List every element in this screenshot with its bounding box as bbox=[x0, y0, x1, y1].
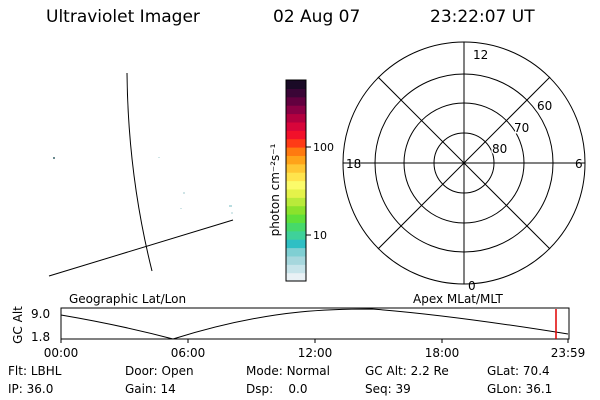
apex-panel-label: Apex MLat/MLT bbox=[413, 292, 503, 306]
geographic-latitude-line bbox=[48, 219, 234, 277]
colorbar-cell bbox=[286, 155, 306, 165]
instrument-title: Ultraviolet Imager bbox=[46, 7, 200, 27]
filter-value: LBHL bbox=[30, 364, 62, 378]
image-speck bbox=[229, 205, 232, 207]
gcalt-value: 2.2 Re bbox=[410, 364, 449, 378]
colorbar-cell bbox=[286, 138, 306, 148]
colorbar-cell bbox=[286, 80, 306, 89]
observation-time: 23:22:07 UT bbox=[430, 7, 535, 27]
colorbar-cell bbox=[286, 230, 306, 240]
glat-value: 70.4 bbox=[522, 364, 550, 378]
filter-info: Flt: LBHL bbox=[8, 364, 61, 378]
colorbar-cell bbox=[286, 264, 306, 274]
colorbar-cell bbox=[286, 239, 306, 249]
mode-label: Mode: bbox=[246, 364, 283, 378]
colorbar-cell bbox=[286, 214, 306, 223]
colorbar-cell bbox=[286, 247, 306, 257]
lat-label-60: 60 bbox=[537, 99, 552, 113]
geographic-panel-label: Geographic Lat/Lon bbox=[69, 292, 187, 306]
door-info: Door: Open bbox=[125, 364, 194, 378]
glon-info: GLon: 36.1 bbox=[487, 382, 552, 396]
colorbar-tick-label-10: 10 bbox=[313, 229, 327, 242]
altitude-curve bbox=[60, 308, 569, 340]
glon-label: GLon: bbox=[487, 382, 522, 396]
image-speck bbox=[158, 157, 160, 158]
ip-label: IP: bbox=[8, 382, 23, 396]
lat-label-80: 80 bbox=[492, 142, 507, 156]
timeline-ymin: 1.8 bbox=[31, 330, 50, 344]
colorbar-cell bbox=[286, 172, 306, 182]
gcalt-info: GC Alt: 2.2 Re bbox=[365, 364, 449, 378]
lat-label-60: 60 bbox=[537, 99, 552, 113]
colorbar-cell bbox=[286, 121, 306, 131]
image-speck bbox=[53, 157, 55, 159]
colorbar-cell bbox=[286, 88, 306, 98]
colorbar-cells bbox=[286, 80, 306, 282]
mlt-label-top: 12 bbox=[473, 48, 488, 62]
geographic-longitude-line bbox=[126, 72, 153, 272]
timeline-ymax: 9.0 bbox=[31, 307, 50, 321]
observation-date: 02 Aug 07 bbox=[273, 7, 361, 27]
door-value: Open bbox=[161, 364, 194, 378]
image-speck bbox=[183, 192, 185, 194]
colorbar-cell bbox=[286, 272, 306, 282]
colorbar-frame bbox=[285, 79, 307, 282]
glat-label: GLat: bbox=[487, 364, 520, 378]
mlt-label-top: 12 bbox=[473, 48, 488, 62]
gain-label: Gain: bbox=[125, 382, 157, 396]
seq-label: Seq: bbox=[365, 382, 392, 396]
colorbar-cell bbox=[286, 96, 306, 106]
mlt-label-right: 6 bbox=[575, 157, 583, 171]
colorbar-cell bbox=[286, 222, 306, 232]
timeline-frame bbox=[60, 307, 570, 340]
dsp-info: Dsp: 0.0 bbox=[246, 382, 308, 396]
colorbar-cell bbox=[286, 188, 306, 198]
x-tick-label: 12:00 bbox=[298, 346, 333, 360]
seq-info: Seq: 39 bbox=[365, 382, 411, 396]
colorbar-cell bbox=[286, 105, 306, 115]
colorbar-tick-label-100: 100 bbox=[313, 141, 334, 154]
image-speck bbox=[231, 212, 233, 214]
dsp-value: 0.0 bbox=[288, 382, 308, 396]
mode-info: Mode: Normal bbox=[246, 364, 330, 378]
lat-label-70: 70 bbox=[514, 121, 529, 135]
colorbar-cell bbox=[286, 205, 306, 215]
polar-diagonal bbox=[377, 76, 551, 250]
x-tick-label: 18:00 bbox=[425, 346, 460, 360]
colorbar-cell bbox=[286, 113, 306, 123]
colorbar-unit-label: photon cm⁻²s⁻¹ bbox=[268, 143, 282, 236]
x-tick-label: 23:59 bbox=[551, 346, 586, 360]
filter-label: Flt: bbox=[8, 364, 27, 378]
colorbar-cell bbox=[286, 147, 306, 156]
gain-value: 14 bbox=[160, 382, 176, 396]
glat-info: GLat: 70.4 bbox=[487, 364, 550, 378]
ip-info: IP: 36.0 bbox=[8, 382, 53, 396]
image-speck bbox=[180, 208, 182, 209]
seq-value: 39 bbox=[395, 382, 411, 396]
lat-label-70: 70 bbox=[514, 121, 529, 135]
colorbar-cell bbox=[286, 197, 306, 207]
x-tick-label: 00:00 bbox=[44, 346, 79, 360]
colorbar-cell bbox=[286, 255, 306, 265]
glon-value: 36.1 bbox=[525, 382, 553, 396]
gcalt-label: GC Alt: bbox=[365, 364, 407, 378]
mlt-label-left: 18 bbox=[346, 157, 361, 171]
mlt-label-bottom: 0 bbox=[468, 279, 476, 293]
ip-value: 36.0 bbox=[26, 382, 54, 396]
gain-info: Gain: 14 bbox=[125, 382, 176, 396]
lat-label-80: 80 bbox=[492, 142, 507, 156]
dsp-label: Dsp: bbox=[246, 382, 274, 396]
colorbar-cell bbox=[286, 180, 306, 190]
mode-value: Normal bbox=[286, 364, 330, 378]
colorbar-cell bbox=[286, 130, 306, 140]
door-label: Door: bbox=[125, 364, 158, 378]
colorbar-cell bbox=[286, 163, 306, 173]
x-tick-label: 06:00 bbox=[171, 346, 206, 360]
timeline-ylabel: GC Alt bbox=[11, 306, 25, 344]
